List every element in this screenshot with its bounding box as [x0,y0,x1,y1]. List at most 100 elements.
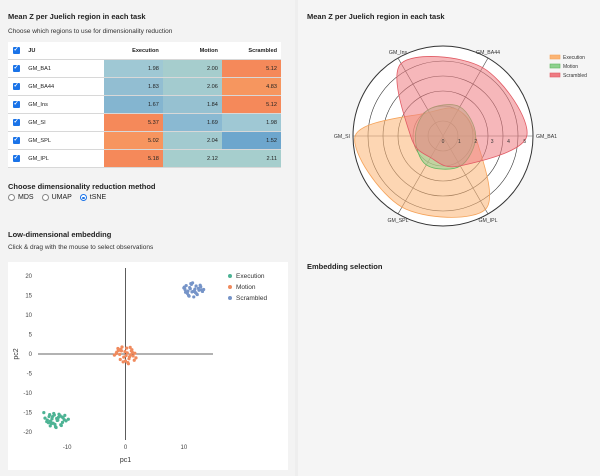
table-row[interactable]: ✓ GM_BA44 1.83 2.06 4.83 [8,77,281,96]
row-checkbox[interactable]: ✓ [8,113,25,132]
region-name: GM_BA1 [24,59,104,78]
row-checkbox[interactable]: ✓ [8,59,25,78]
check-icon: ✓ [12,137,20,144]
radar-title: Mean Z per Juelich region in each task [307,12,445,21]
scatter-point-motion [130,348,134,352]
legend-label: Execution [236,273,265,280]
table-row[interactable]: ✓ GM_BA1 1.98 2.00 5.12 [8,59,281,78]
legend-label: Scrambled [563,73,587,79]
table-row[interactable]: ✓ GM_Ins 1.67 1.84 5.12 [8,95,281,114]
scatter-point-scrambled [192,295,196,299]
cell-value: 1.69 [162,113,222,132]
radar-tick-label: 0 [442,139,445,145]
scatter-point-execution [52,413,56,417]
table-row[interactable]: ✓ GM_SI 5.37 1.69 1.98 [8,113,281,132]
select-all-checkbox[interactable]: ✓ [8,42,25,60]
legend-swatch [549,54,561,60]
scatter-point-motion [128,345,132,349]
scatter-point-motion [132,358,136,362]
cell-value: 1.52 [221,131,281,150]
table-row[interactable]: ✓ GM_IPL 5.18 2.12 2.11 [8,149,281,168]
x-tick-label: -10 [63,445,72,451]
scatter-point-motion [130,350,135,355]
region-name: GM_SI [24,113,104,132]
check-icon: ✓ [12,155,20,162]
column-header-ju[interactable]: JU [24,42,104,60]
table-subtitle: Choose which regions to use for dimensio… [8,28,173,35]
x-tick-label: 10 [180,445,187,451]
row-checkbox[interactable]: ✓ [8,149,25,168]
cell-value: 2.04 [162,131,222,150]
scatter-point-scrambled [186,289,190,293]
row-checkbox[interactable]: ✓ [8,131,25,150]
scatter-point-scrambled [197,288,201,292]
legend-marker [228,274,232,278]
cell-value: 2.06 [162,77,222,96]
scatter-point-execution [57,412,61,416]
scatter-point-scrambled [189,282,194,287]
region-name: GM_IPL [24,149,104,168]
radar-axis-label: GM_Ins [389,50,408,56]
radar-chart[interactable]: 0 1 2 3 4 5 GM_BA1 GM_BA44 GM_Ins GM_SI GM_SPL GM_I… [306,28,596,248]
x-tick-label: 0 [124,445,128,451]
y-tick-label: -5 [27,372,33,378]
scatter-point-motion [134,356,138,360]
legend-label: Motion [236,284,256,291]
table-row[interactable]: ✓ GM_SPL 5.02 2.04 1.52 [8,131,281,150]
radar-tick-label: 5 [523,139,526,145]
radar-axis-label: GM_BA44 [476,50,500,56]
x-axis-label: pc1 [120,457,131,464]
table-header-row: ✓ JU Execution Motion Scrambled [8,42,281,60]
scatter-point-motion [125,351,129,355]
legend-swatch [549,72,561,78]
method-heading: Choose dimensionality reduction method [8,182,156,191]
radar-tick-label: 1 [458,139,461,145]
method-radio-mds[interactable]: MDS [8,194,34,201]
y-tick-label: 10 [25,313,32,319]
scatter-point-motion [124,353,128,358]
method-radio-group: MDS UMAP tSNE [8,194,106,201]
scatter-point-motion [120,345,124,349]
row-checkbox[interactable]: ✓ [8,77,25,96]
scatter-point-motion [127,355,132,359]
embedding-scatter-plot[interactable]: -10 0 10 20 15 10 5 0 -5 -10 -15 -20 pc1 pc2 Execution… [8,262,288,470]
legend-label: Scrambled [236,295,267,302]
column-header-scrambled[interactable]: Scrambled [221,42,281,60]
cell-value: 2.11 [221,149,281,168]
column-header-execution[interactable]: Execution [103,42,163,60]
radar-axis-label: GM_SI [334,134,350,140]
y-tick-label: 0 [29,352,33,358]
check-icon: ✓ [12,47,20,54]
cell-value: 5.12 [221,59,281,78]
scatter-point-motion [126,362,131,366]
scatter-point-motion [114,352,118,356]
check-icon: ✓ [12,119,20,126]
scatter-point-execution [47,414,51,419]
scatter-point-execution [63,413,67,417]
scatter-point-motion [118,357,122,362]
cell-value: 1.67 [103,95,163,114]
cell-value: 5.18 [103,149,163,168]
method-radio-tsne[interactable]: tSNE [79,194,106,201]
cell-value: 1.84 [162,95,222,114]
cell-value: 5.12 [221,95,281,114]
scatter-point-motion [122,355,126,359]
column-header-motion[interactable]: Motion [162,42,222,60]
row-checkbox[interactable]: ✓ [8,95,25,114]
region-name: GM_SPL [24,131,104,150]
scatter-point-execution [48,424,52,428]
radio-icon [8,194,15,201]
scatter-point-execution [60,420,65,425]
radio-label: UMAP [51,194,72,201]
left-panel: Mean Z per Juelich region in each task C… [0,0,295,476]
selection-heading: Embedding selection [307,262,383,271]
scatter-point-scrambled [202,287,206,292]
radar-tick-label: 2 [474,139,477,145]
y-tick-label: 5 [29,332,33,338]
y-tick-label: 20 [25,274,32,280]
y-tick-label: -20 [23,430,32,436]
embedding-heading: Low-dimensional embedding [8,230,112,239]
method-radio-umap[interactable]: UMAP [41,194,72,201]
scatter-point-execution [59,423,63,427]
scatter-point-scrambled [193,287,197,291]
